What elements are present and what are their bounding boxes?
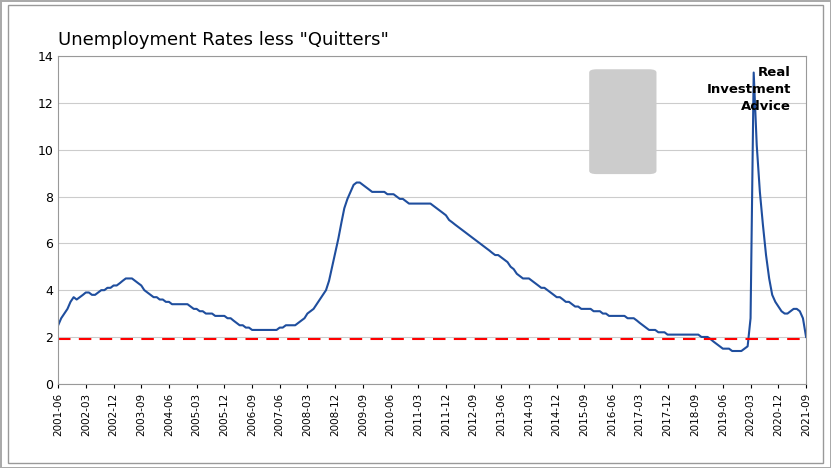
Text: Unemployment Rates less "Quitters": Unemployment Rates less "Quitters" xyxy=(58,31,389,49)
Text: Real
Investment
Advice: Real Investment Advice xyxy=(706,66,791,113)
FancyBboxPatch shape xyxy=(589,69,656,174)
